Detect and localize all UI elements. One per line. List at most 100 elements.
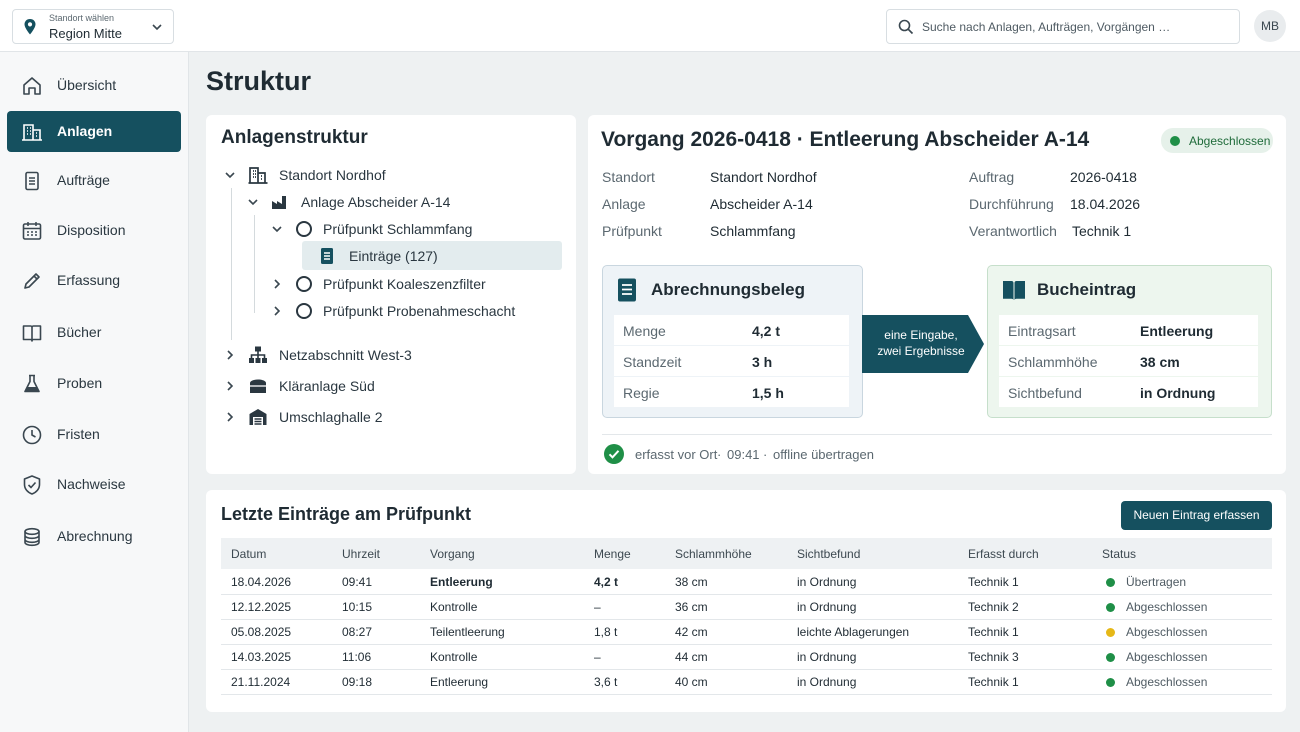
- cell-datum: 18.04.2026: [231, 575, 292, 589]
- table-row[interactable]: 18.04.2026 09:41 Entleerung 4,2 t 38 cm …: [221, 570, 1272, 595]
- sidebar-item-label: Nachweise: [57, 476, 126, 492]
- process-title: Vorgang 2026-0418 · Entleerung Abscheide…: [601, 128, 1090, 151]
- circle-icon: [294, 219, 314, 239]
- sidebar-item-buecher[interactable]: Bücher: [7, 312, 181, 353]
- billing-row-value: 4,2 t: [752, 323, 781, 339]
- tree-node-label: Prüfpunkt Koaleszenzfilter: [323, 276, 486, 292]
- user-avatar[interactable]: MB: [1254, 10, 1286, 42]
- clock-icon: [21, 424, 43, 446]
- chevron-right-icon[interactable]: [271, 278, 283, 290]
- cell-vorgang: Kontrolle: [430, 600, 478, 614]
- calendar-icon: [21, 220, 43, 242]
- tree-node-label: Kläranlage Süd: [279, 378, 375, 394]
- tree-node-eintraege[interactable]: Einträge (127): [302, 243, 562, 269]
- location-pin-icon: [23, 18, 37, 36]
- tree-node-umschlaghalle-2[interactable]: Umschlaghalle 2: [206, 404, 576, 430]
- divider: [602, 434, 1272, 435]
- cell-status: Abgeschlossen: [1126, 625, 1208, 639]
- book-row-value: in Ordnung: [1140, 385, 1216, 401]
- structure-tree-card: Anlagenstruktur Standort Nordhof Anlage …: [206, 115, 576, 474]
- sidebar-item-nachweise[interactable]: Nachweise: [7, 464, 181, 505]
- sidebar-item-label: Proben: [57, 375, 103, 391]
- column-header[interactable]: Vorgang: [430, 547, 475, 561]
- sidebar-item-proben[interactable]: Proben: [7, 363, 181, 404]
- chevron-right-icon[interactable]: [271, 305, 283, 317]
- billing-row-key: Regie: [623, 385, 660, 401]
- flow-arrow-label: eine Eingabe, zwei Ergebnisse: [862, 327, 980, 359]
- sidebar-item-disposition[interactable]: Disposition: [7, 210, 181, 251]
- tree-node-standort-nordhof[interactable]: Standort Nordhof: [206, 162, 576, 188]
- meta-key: Verantwortlich: [969, 223, 1057, 239]
- cell-menge: –: [594, 650, 601, 664]
- capture-note: erfasst vor Ort: [635, 447, 718, 462]
- sync-note: offline übertragen: [773, 447, 874, 462]
- billing-row: Menge 4,2 t: [614, 315, 849, 345]
- sidebar-item-abrechnung[interactable]: Abrechnung: [7, 516, 181, 557]
- chevron-down-icon[interactable]: [224, 169, 236, 181]
- cell-vorgang: Entleerung: [430, 575, 493, 589]
- check-circle-icon: [604, 444, 624, 464]
- sidebar-item-fristen[interactable]: Fristen: [7, 414, 181, 455]
- table-row[interactable]: 12.12.2025 10:15 Kontrolle – 36 cm in Or…: [221, 595, 1272, 620]
- cell-datum: 21.11.2024: [231, 675, 291, 689]
- table-row[interactable]: 05.08.2025 08:27 Teilentleerung 1,8 t 42…: [221, 620, 1272, 645]
- tree-guide-line: [254, 215, 255, 313]
- tree-node-pruefpunkt-schlammfang[interactable]: Prüfpunkt Schlammfang: [206, 216, 576, 242]
- flask-icon: [21, 373, 43, 395]
- table-row[interactable]: 21.11.2024 09:18 Entleerung 3,6 t 40 cm …: [221, 670, 1272, 695]
- home-icon: [21, 75, 43, 97]
- column-header[interactable]: Erfasst durch: [968, 547, 1039, 561]
- billing-row-value: 1,5 h: [752, 385, 784, 401]
- meta-key: Durchführung: [969, 196, 1054, 212]
- cell-erfasst-durch: Technik 1: [968, 625, 1019, 639]
- chevron-right-icon[interactable]: [224, 411, 236, 423]
- meta-value: 18.04.2026: [1070, 196, 1141, 212]
- cell-vorgang: Teilentleerung: [430, 625, 505, 639]
- sidebar-item-auftraege[interactable]: Aufträge: [7, 160, 181, 201]
- billing-row: Standzeit 3 h: [614, 346, 849, 376]
- chevron-right-icon[interactable]: [224, 349, 236, 361]
- cell-menge: –: [594, 600, 601, 614]
- search-input[interactable]: [922, 16, 1222, 38]
- status-badge-label: Abgeschlossen: [1189, 134, 1271, 148]
- chevron-down-icon[interactable]: [247, 196, 259, 208]
- column-header[interactable]: Uhrzeit: [342, 547, 381, 561]
- meta-value: Technik 1: [1072, 223, 1132, 239]
- book-row: Sichtbefund in Ordnung: [999, 377, 1258, 407]
- sidebar-item-uebersicht[interactable]: Übersicht: [7, 65, 181, 106]
- status-dot: [1106, 578, 1115, 587]
- network-icon: [248, 345, 268, 365]
- tree-node-klaeranlage-sued[interactable]: Kläranlage Süd: [206, 373, 576, 399]
- factory-icon: [270, 192, 290, 212]
- status-badge: Abgeschlossen: [1161, 128, 1273, 153]
- billing-row: Regie 1,5 h: [614, 377, 849, 407]
- separator-dot: ·: [763, 447, 768, 462]
- column-header[interactable]: Sichtbefund: [797, 547, 861, 561]
- tree-node-netzabschnitt-west-3[interactable]: Netzabschnitt West-3: [206, 342, 576, 368]
- tree-node-pruefpunkt-probenahmeschacht[interactable]: Prüfpunkt Probenahmeschacht: [206, 298, 576, 324]
- book-entry-box: Bucheintrag Eintragsart Entleerung Schla…: [987, 265, 1272, 418]
- location-selector[interactable]: Standort wählen Region Mitte: [12, 9, 174, 44]
- search-icon: [898, 19, 914, 35]
- tree-node-pruefpunkt-koaleszenzfilter[interactable]: Prüfpunkt Koaleszenzfilter: [206, 271, 576, 297]
- sidebar-item-anlagen[interactable]: Anlagen: [7, 111, 181, 152]
- billing-title: Abrechnungsbeleg: [651, 280, 805, 299]
- cell-sichtbefund: in Ordnung: [797, 675, 857, 689]
- column-header[interactable]: Menge: [594, 547, 631, 561]
- column-header[interactable]: Schlammhöhe: [675, 547, 752, 561]
- table-row[interactable]: 14.03.2025 11:06 Kontrolle – 44 cm in Or…: [221, 645, 1272, 670]
- column-header[interactable]: Status: [1102, 547, 1137, 561]
- column-header[interactable]: Datum: [231, 547, 267, 561]
- cell-vorgang: Kontrolle: [430, 650, 478, 664]
- tree-node-label: Prüfpunkt Schlammfang: [323, 221, 473, 237]
- chevron-down-icon[interactable]: [271, 223, 283, 235]
- new-entry-button[interactable]: Neuen Eintrag erfassen: [1121, 501, 1272, 530]
- tree-node-anlage-abscheider[interactable]: Anlage Abscheider A-14: [206, 189, 576, 215]
- sidebar-item-erfassung[interactable]: Erfassung: [7, 260, 181, 301]
- book-row-key: Eintragsart: [1008, 323, 1076, 339]
- sidebar-item-label: Erfassung: [57, 272, 121, 288]
- meta-value: Standort Nordhof: [710, 169, 817, 185]
- cell-erfasst-durch: Technik 3: [968, 650, 1019, 664]
- chevron-right-icon[interactable]: [224, 380, 236, 392]
- sidebar-item-label: Bücher: [57, 324, 102, 340]
